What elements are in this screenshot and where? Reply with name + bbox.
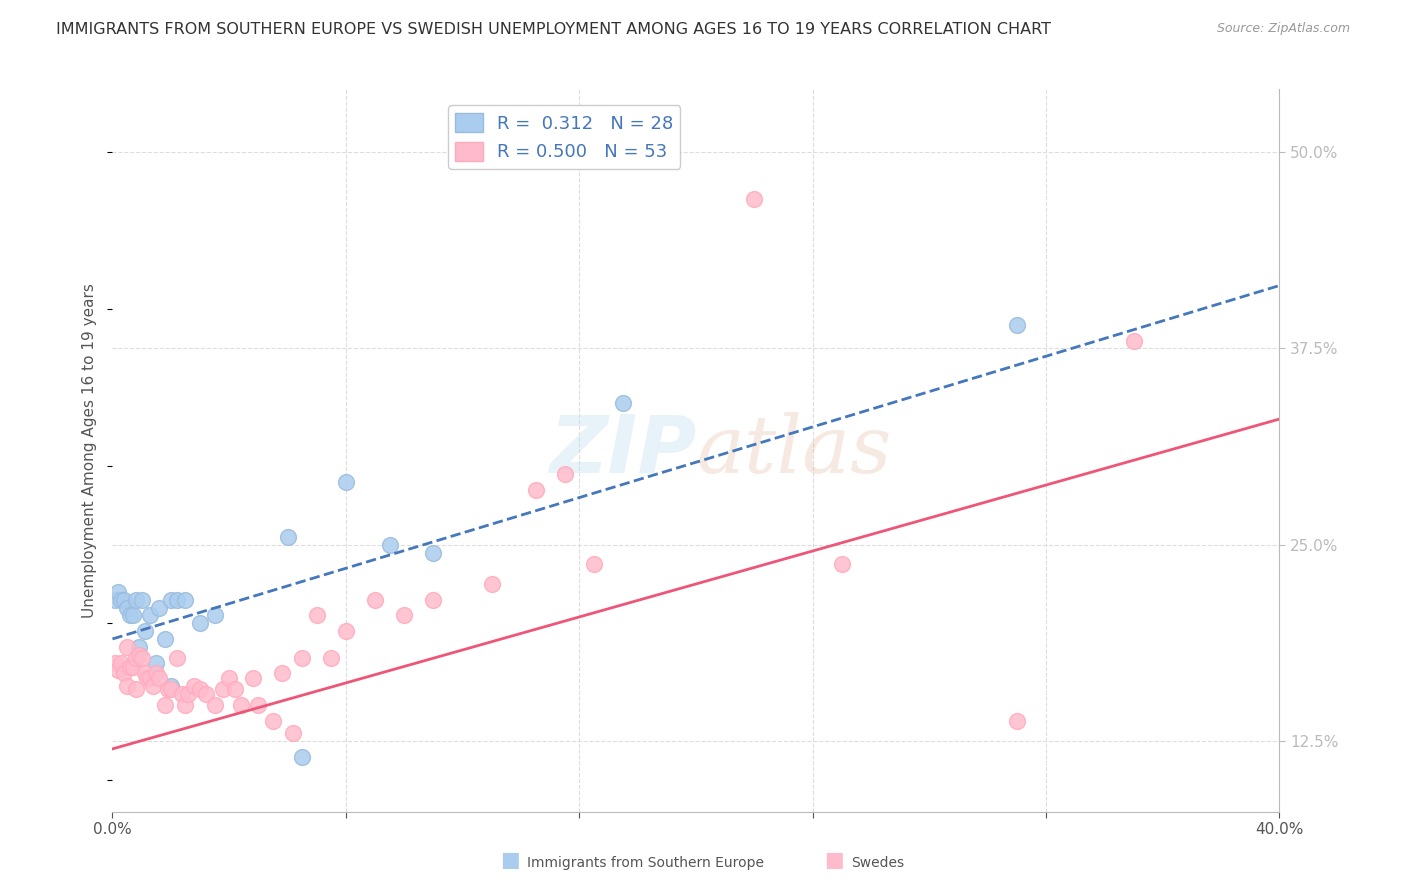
Point — [321, 650, 343, 665]
Point — [291, 650, 314, 665]
Point — [148, 600, 170, 615]
Point — [139, 671, 162, 685]
Point — [1005, 714, 1028, 728]
Point — [128, 648, 150, 662]
Text: Swedes: Swedes — [851, 855, 904, 870]
Point — [612, 396, 634, 410]
Point — [145, 666, 167, 681]
Point — [104, 656, 127, 670]
Point — [392, 608, 416, 623]
Point — [112, 592, 135, 607]
Point — [422, 592, 444, 607]
Y-axis label: Unemployment Among Ages 16 to 19 years: Unemployment Among Ages 16 to 19 years — [82, 283, 97, 618]
Point — [229, 698, 252, 712]
Point — [291, 749, 314, 764]
Point — [131, 592, 153, 607]
Point — [118, 608, 141, 623]
Point — [128, 640, 150, 654]
Point — [136, 671, 159, 685]
Text: ZIP: ZIP — [548, 411, 696, 490]
Point — [831, 557, 853, 571]
Text: IMMIGRANTS FROM SOUTHERN EUROPE VS SWEDISH UNEMPLOYMENT AMONG AGES 16 TO 19 YEAR: IMMIGRANTS FROM SOUTHERN EUROPE VS SWEDI… — [56, 22, 1052, 37]
Point — [247, 698, 270, 712]
Point — [524, 483, 547, 497]
Point — [481, 577, 503, 591]
Point — [142, 679, 165, 693]
Point — [335, 624, 357, 639]
Point — [115, 679, 138, 693]
Point — [148, 671, 170, 685]
Point — [160, 682, 183, 697]
Point — [131, 650, 153, 665]
Text: atlas: atlas — [696, 412, 891, 489]
Point — [582, 557, 605, 571]
Point — [183, 679, 205, 693]
Point — [1005, 318, 1028, 332]
Text: ■: ■ — [501, 850, 520, 870]
Point — [172, 687, 194, 701]
Point — [166, 592, 188, 607]
Point — [160, 592, 183, 607]
Text: Source: ZipAtlas.com: Source: ZipAtlas.com — [1216, 22, 1350, 36]
Point — [110, 592, 132, 607]
Point — [174, 698, 197, 712]
Point — [122, 660, 145, 674]
Point — [107, 664, 129, 678]
Point — [156, 682, 179, 697]
Point — [188, 682, 211, 697]
Point — [204, 608, 226, 623]
Point — [107, 584, 129, 599]
Point — [110, 656, 132, 670]
Point — [212, 682, 235, 697]
Point — [242, 671, 264, 685]
Point — [554, 467, 576, 481]
Text: ■: ■ — [824, 850, 844, 870]
Point — [204, 698, 226, 712]
Point — [153, 698, 176, 712]
Point — [160, 679, 183, 693]
Text: Immigrants from Southern Europe: Immigrants from Southern Europe — [527, 855, 765, 870]
Point — [134, 666, 156, 681]
Point — [177, 687, 200, 701]
Point — [276, 530, 298, 544]
Point — [115, 600, 138, 615]
Point — [1122, 334, 1144, 348]
Point — [422, 545, 444, 559]
Point — [125, 650, 148, 665]
Point — [174, 592, 197, 607]
Point — [378, 538, 401, 552]
Point — [125, 682, 148, 697]
Point — [134, 624, 156, 639]
Point — [115, 640, 138, 654]
Point — [270, 666, 292, 681]
Point — [112, 666, 135, 681]
Point — [218, 671, 240, 685]
Point — [224, 682, 246, 697]
Point — [118, 660, 141, 674]
Point — [104, 592, 127, 607]
Point — [305, 608, 328, 623]
Point — [335, 475, 357, 489]
Point — [262, 714, 284, 728]
Point — [364, 592, 387, 607]
Point — [283, 726, 305, 740]
Point — [166, 650, 188, 665]
Point — [145, 656, 167, 670]
Point — [188, 616, 211, 631]
Legend: R =  0.312   N = 28, R = 0.500   N = 53: R = 0.312 N = 28, R = 0.500 N = 53 — [449, 105, 681, 169]
Point — [153, 632, 176, 646]
Point — [122, 608, 145, 623]
Point — [125, 592, 148, 607]
Point — [194, 687, 217, 701]
Point — [742, 192, 765, 206]
Point — [139, 608, 162, 623]
